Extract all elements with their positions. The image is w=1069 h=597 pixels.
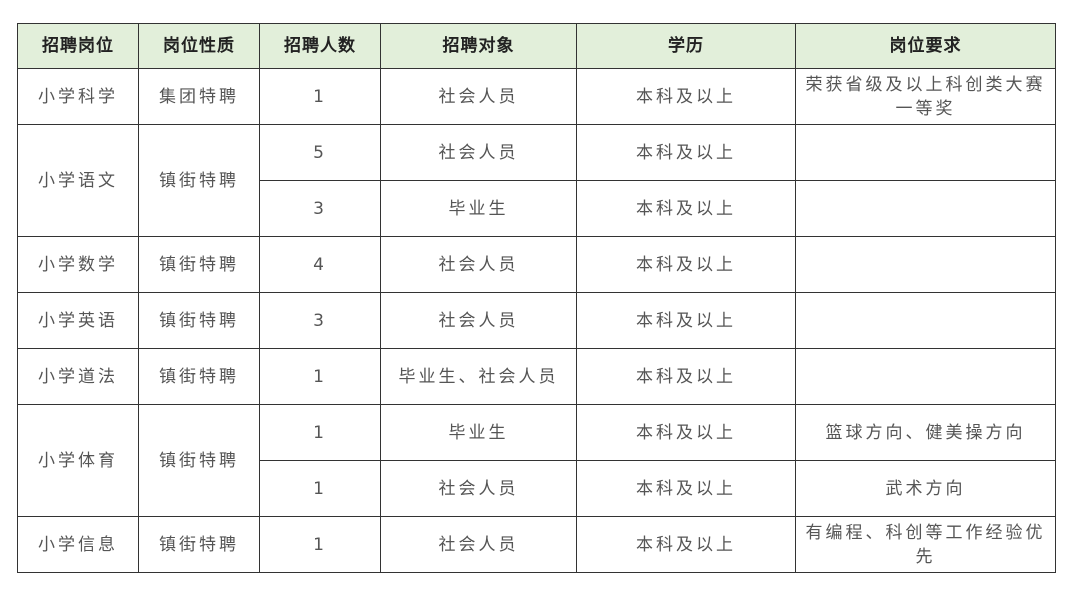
cell-education: 本科及以上 xyxy=(576,68,796,125)
cell-education: 本科及以上 xyxy=(576,124,796,181)
cell-post: 小学数学 xyxy=(17,236,139,293)
header-target: 招聘对象 xyxy=(380,23,577,69)
cell-count: 3 xyxy=(259,292,381,349)
cell-target: 社会人员 xyxy=(380,124,577,181)
cell-requirement: 篮球方向、健美操方向 xyxy=(795,404,1056,461)
cell-education: 本科及以上 xyxy=(576,236,796,293)
cell-target: 社会人员 xyxy=(380,516,577,573)
cell-nature: 镇街特聘 xyxy=(138,516,260,573)
cell-requirement: 有编程、科创等工作经验优先 xyxy=(795,516,1056,573)
cell-education: 本科及以上 xyxy=(576,292,796,349)
cell-nature: 镇街特聘 xyxy=(138,404,260,517)
cell-target: 社会人员 xyxy=(380,292,577,349)
cell-target: 社会人员 xyxy=(380,68,577,125)
table-row: 小学信息 镇街特聘 1 社会人员 本科及以上 有编程、科创等工作经验优先 xyxy=(17,516,1056,573)
table-row: 1 社会人员 本科及以上 武术方向 xyxy=(18,460,1056,517)
cell-post: 小学英语 xyxy=(17,292,139,349)
cell-count: 1 xyxy=(259,68,381,125)
cell-target: 毕业生 xyxy=(380,404,577,461)
cell-post: 小学语文 xyxy=(17,124,139,237)
cell-post: 小学道法 xyxy=(17,348,139,405)
cell-education: 本科及以上 xyxy=(576,404,796,461)
cell-count: 1 xyxy=(259,516,381,573)
cell-requirement xyxy=(795,292,1056,349)
cell-post: 小学信息 xyxy=(17,516,139,573)
header-count: 招聘人数 xyxy=(259,23,381,69)
table-row: 小学体育 镇街特聘 1 毕业生 本科及以上 篮球方向、健美操方向 xyxy=(17,404,1056,517)
cell-target: 社会人员 xyxy=(380,460,577,517)
cell-target: 毕业生 xyxy=(380,180,577,237)
cell-post: 小学科学 xyxy=(17,68,139,125)
cell-count: 3 xyxy=(259,180,381,237)
cell-education: 本科及以上 xyxy=(576,348,796,405)
recruitment-table: 招聘岗位 岗位性质 招聘人数 招聘对象 学历 岗位要求 小学科学 集团特聘 1 社会人… xyxy=(17,23,1056,573)
cell-education: 本科及以上 xyxy=(576,516,796,573)
table-row: 小学英语 镇街特聘 3 社会人员 本科及以上 xyxy=(17,292,1056,349)
cell-count: 1 xyxy=(259,348,381,405)
header-post: 招聘岗位 xyxy=(17,23,139,69)
header-row: 招聘岗位 岗位性质 招聘人数 招聘对象 学历 岗位要求 xyxy=(17,23,1056,69)
table-row: 小学科学 集团特聘 1 社会人员 本科及以上 荣获省级及以上科创类大赛一等奖 xyxy=(17,68,1056,125)
cell-requirement xyxy=(795,124,1056,181)
cell-count: 1 xyxy=(259,460,381,517)
cell-education: 本科及以上 xyxy=(576,460,796,517)
table-row: 小学道法 镇街特聘 1 毕业生、社会人员 本科及以上 xyxy=(17,348,1056,405)
cell-education: 本科及以上 xyxy=(576,180,796,237)
header-requirement: 岗位要求 xyxy=(795,23,1056,69)
cell-requirement: 荣获省级及以上科创类大赛一等奖 xyxy=(795,68,1056,125)
cell-count: 5 xyxy=(259,124,381,181)
header-education: 学历 xyxy=(576,23,796,69)
cell-nature: 集团特聘 xyxy=(138,68,260,125)
header-nature: 岗位性质 xyxy=(138,23,260,69)
cell-nature: 镇街特聘 xyxy=(138,236,260,293)
cell-nature: 镇街特聘 xyxy=(138,124,260,237)
cell-nature: 镇街特聘 xyxy=(138,348,260,405)
cell-post: 小学体育 xyxy=(17,404,139,517)
cell-count: 1 xyxy=(259,404,381,461)
cell-target: 毕业生、社会人员 xyxy=(380,348,577,405)
cell-nature: 镇街特聘 xyxy=(138,292,260,349)
cell-count: 4 xyxy=(259,236,381,293)
cell-requirement xyxy=(795,236,1056,293)
table-row: 小学数学 镇街特聘 4 社会人员 本科及以上 xyxy=(17,236,1056,293)
cell-requirement xyxy=(795,180,1056,237)
cell-requirement xyxy=(795,348,1056,405)
table-row: 小学语文 镇街特聘 5 社会人员 本科及以上 xyxy=(17,124,1056,237)
cell-target: 社会人员 xyxy=(380,236,577,293)
cell-requirement: 武术方向 xyxy=(795,460,1056,517)
